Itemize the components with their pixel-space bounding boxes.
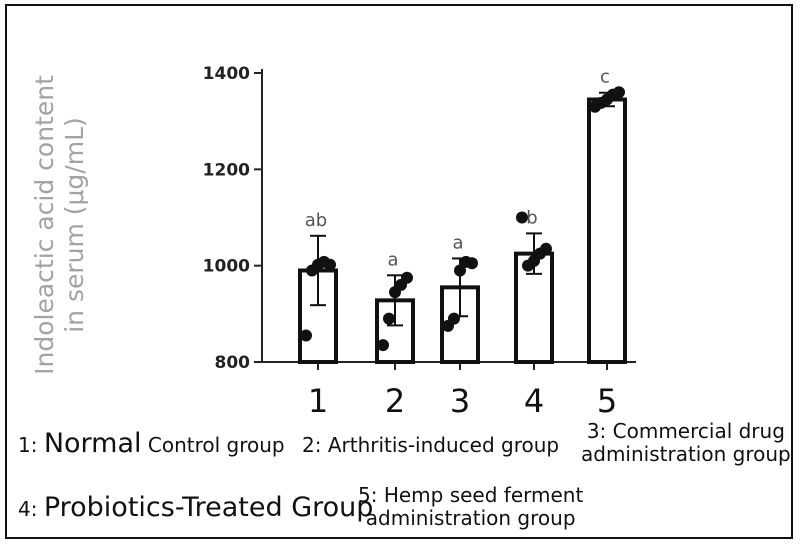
x-tick-label: 5 (597, 382, 617, 420)
legend-group-4: 4: Probiotics-Treated Group (18, 492, 373, 523)
bar (514, 251, 554, 364)
y-tick-label: 800 (215, 353, 251, 373)
legend-group-3-line2: administration group (581, 442, 791, 466)
chart-axes: 800 1000 1200 1400 1 2 3 4 5 (203, 64, 636, 420)
data-point (516, 211, 528, 224)
data-point (454, 264, 466, 277)
significance-label: a (387, 249, 398, 270)
data-point (383, 312, 395, 325)
x-tick-label: 1 (308, 382, 328, 420)
bar (375, 298, 415, 365)
bar (587, 97, 627, 364)
data-point (613, 86, 625, 99)
y-tick-label: 1000 (203, 257, 250, 277)
y-tick-label: 1200 (203, 160, 250, 180)
data-point (540, 242, 552, 255)
legend-group-2: 2: Arthritis-induced group (302, 434, 559, 457)
significance-label: b (526, 207, 537, 228)
significance-label: a (452, 232, 463, 253)
y-axis-label-line1: Indoleactic acid content (30, 75, 59, 375)
legend-group-5: 5: Hemp seed ferment administration grou… (358, 484, 583, 530)
data-point (377, 339, 389, 352)
y-axis-label: Indoleactic acid content in serum (μg/mL… (30, 75, 90, 375)
x-tick-label: 2 (385, 382, 405, 420)
y-axis-label-line2: in serum (μg/mL) (60, 117, 89, 333)
legend-group-4-text: Probiotics-Treated Group (43, 492, 374, 523)
legend-group-3: 3: Commercial drug administration group (581, 420, 791, 466)
legend-group-1: 1: Normal Control group (18, 428, 285, 459)
legend-group-1-number: 1: (18, 433, 44, 457)
legend-group-1-rest: Control group (141, 433, 285, 457)
data-point (324, 258, 336, 271)
legend-group-5-line2: administration group (365, 506, 576, 530)
data-point (448, 312, 460, 325)
significance-label: c (600, 67, 610, 88)
data-point (401, 271, 413, 284)
significance-label: ab (305, 210, 327, 231)
figure-frame (5, 4, 793, 539)
x-tick-label: 4 (524, 382, 544, 420)
legend-group-3-line1: 3: Commercial drug (586, 419, 785, 443)
legend-group-2-text: 2: Arthritis-induced group (302, 433, 560, 457)
legend-group-1-highlight: Normal (43, 428, 142, 459)
data-point (300, 329, 312, 342)
legend-group-4-number: 4: (18, 497, 44, 521)
data-point (466, 257, 478, 270)
y-tick-label: 1400 (203, 64, 250, 84)
x-tick-label: 3 (450, 382, 470, 420)
legend-group-5-line1: 5: Hemp seed ferment (358, 483, 584, 507)
